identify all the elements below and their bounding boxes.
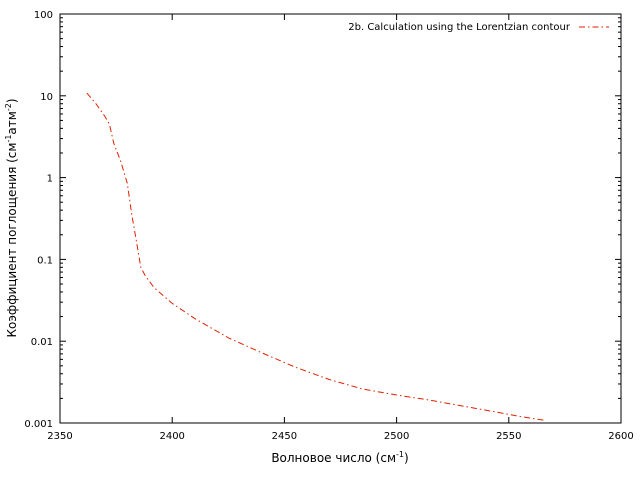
y-tick-label: 0.001: [24, 419, 53, 430]
y-axis-ticks: 0.001 0.01 0.1 1 10 100: [24, 10, 621, 430]
x-tick-label: 2550: [496, 431, 521, 442]
y-tick-label: 0.1: [37, 255, 53, 266]
y-tick-label: 100: [34, 10, 53, 21]
y-axis-title: Коэффициент поглощения (см-1атм-2): [4, 98, 19, 337]
x-axis-ticks: 2350 2400 2450 2500 2550 2600: [47, 14, 634, 442]
x-tick-label: 2450: [272, 431, 297, 442]
x-tick-label: 2350: [47, 431, 72, 442]
x-tick-label: 2400: [159, 431, 184, 442]
series-layer: [86, 92, 545, 421]
x-axis-title: Волновое число (см-1): [271, 450, 408, 465]
plot-frame: [59, 13, 622, 424]
series-line: [86, 92, 545, 421]
y-tick-label: 1: [47, 174, 53, 185]
legend-label: 2b. Calculation using the Lorentzian con…: [348, 22, 571, 33]
y-tick-label: 10: [40, 92, 53, 103]
y-tick-label: 0.01: [31, 337, 53, 348]
x-tick-label: 2500: [384, 431, 409, 442]
legend: 2b. Calculation using the Lorentzian con…: [348, 22, 609, 33]
x-tick-label: 2600: [608, 431, 633, 442]
